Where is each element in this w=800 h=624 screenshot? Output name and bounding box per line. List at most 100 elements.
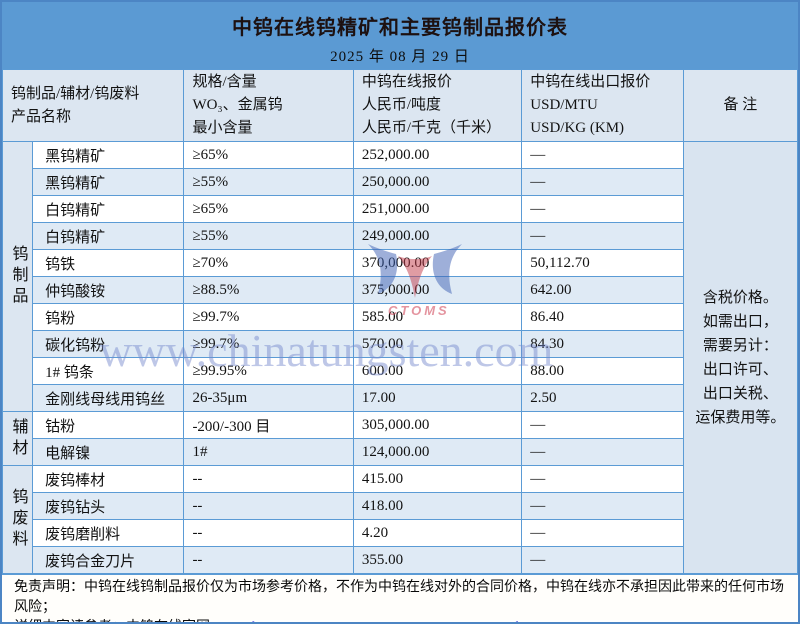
spec-value: -- [183,519,354,547]
product-name: 电解镍 [32,438,185,466]
export-price: — [521,411,684,439]
cny-price: 375,000.00 [352,276,523,304]
header-product: 钨制品/辅材/钨废料 产品名称 [2,69,185,142]
table-row: 辅材 钴粉 -200/-300 目 305,000.00 — [2,411,798,466]
spec-value: ≥65% [183,195,354,223]
cny-price: 249,000.00 [352,222,523,250]
export-price: — [521,519,684,547]
cny-price: 124,000.00 [352,438,523,466]
table-row: 1# 钨条 ≥99.95% 600.00 88.00 [3,357,798,385]
table-row: 钨粉 ≥99.7% 585.00 86.40 [3,303,798,331]
header-note: 备 注 [682,69,798,142]
export-price: — [521,168,684,196]
disclaimer-line1: 免责声明：中钨在线钨制品报价仅为市场参考价格，不作为中钨在线对外的合同价格，中钨… [14,580,784,615]
product-name: 钨粉 [32,303,185,331]
spec-value: ≥55% [183,222,354,250]
spec-value: 1# [183,438,354,466]
table-row: 钨废料 废钨棒材 -- 415.00 — [2,465,798,574]
cny-price: 370,000.00 [352,249,523,277]
cny-price: 252,000.00 [352,141,523,169]
table-row: 钨制品 黑钨精矿 ≥65% 252,000.00 — 含税价格。 如需出口， 需… [2,141,798,574]
spec-value: 26-35μm [183,384,354,412]
spec-value: ≥99.7% [183,330,354,358]
table-row: 废钨合金刀片 -- 355.00 — [3,546,798,574]
header-row: 钨制品/辅材/钨废料 产品名称 规格/含量 WO₃、金属钨 最小含量 中钨在线报… [2,69,798,142]
export-price: 88.00 [521,357,684,385]
table-row: 电解镍 1# 124,000.00 — [3,438,798,466]
product-name: 钨铁 [32,249,185,277]
product-name: 1# 钨条 [32,357,185,385]
table-row: 碳化钨粉 ≥99.7% 570.00 84.30 [3,330,798,358]
cny-price: 415.00 [352,465,523,493]
spec-value: ≥99.7% [183,303,354,331]
sentence-period: 。 [615,620,629,622]
link-chinatungsten[interactable]: www.chinatungsten.com [477,620,615,622]
product-name: 废钨棒材 [32,465,185,493]
export-price: 84.30 [521,330,684,358]
spec-value: ≥70% [183,249,354,277]
product-name: 黑钨精矿 [32,168,185,196]
link-ctia[interactable]: www.ctia.com.cn [365,620,462,622]
export-price: 86.40 [521,303,684,331]
table-row: 白钨精矿 ≥55% 249,000.00 — [3,222,798,250]
product-name: 废钨合金刀片 [32,546,185,574]
cny-price: 585.00 [352,303,523,331]
spec-value: -200/-300 目 [183,411,354,439]
export-price: — [521,195,684,223]
table-row: 钨铁 ≥70% 370,000.00 50,112.70 [3,249,798,277]
header-export-price: 中钨在线出口报价 USD/MTU USD/KG (KM) [521,69,684,142]
product-name: 黑钨精矿 [32,141,185,169]
export-price: 642.00 [521,276,684,304]
cny-price: 418.00 [352,492,523,520]
category-tungsten-scrap: 钨废料 [2,465,34,574]
category-auxiliary: 辅材 [2,411,34,466]
disclaimer-line2-prefix: 详细内容请参考：中钨在线官网 [14,620,214,622]
cny-price: 305,000.00 [352,411,523,439]
product-name: 仲钨酸铵 [32,276,185,304]
export-price: — [521,141,684,169]
spec-value: -- [183,546,354,574]
table-row: 金刚线母线用钨丝 26-35μm 17.00 2.50 [3,384,798,412]
cny-price: 4.20 [352,519,523,547]
spec-value: ≥65% [183,141,354,169]
link-news-chinatungsten[interactable]: news.chinatungsten.com [214,620,352,622]
product-name: 碳化钨粉 [32,330,185,358]
cny-price: 600.00 [352,357,523,385]
spec-value: ≥88.5% [183,276,354,304]
cny-price: 250,000.00 [352,168,523,196]
cny-price: 570.00 [352,330,523,358]
export-price: 50,112.70 [521,249,684,277]
page-title: 中钨在线钨精矿和主要钨制品报价表 [232,17,568,39]
table-row: 废钨钻头 -- 418.00 — [3,492,798,520]
cny-price: 355.00 [352,546,523,574]
report-date: 2025 年 08 月 29 日 [330,49,470,65]
spec-value: -- [183,465,354,493]
table-row: 废钨磨削料 -- 4.20 — [3,519,798,547]
link-separator: ， [351,620,365,622]
spec-value: ≥99.95% [183,357,354,385]
table-row: 黑钨精矿 ≥55% 250,000.00 — [3,168,798,196]
product-name: 白钨精矿 [32,195,185,223]
disclaimer-footer: 免责声明：中钨在线钨制品报价仅为市场参考价格，不作为中钨在线对外的合同价格，中钨… [2,574,798,622]
export-price: — [521,438,684,466]
table-row: 白钨精矿 ≥65% 251,000.00 — [3,195,798,223]
link-separator: ， [463,620,477,622]
export-price: — [521,465,684,493]
spec-value: -- [183,492,354,520]
export-price: — [521,546,684,574]
export-price: — [521,222,684,250]
cny-price: 17.00 [352,384,523,412]
header-cny-price: 中钨在线报价 人民币/吨度 人民币/千克（千米） [352,69,523,142]
header-spec: 规格/含量 WO₃、金属钨 最小含量 [183,69,354,142]
product-name: 白钨精矿 [32,222,185,250]
table-row: 仲钨酸铵 ≥88.5% 375,000.00 642.00 [3,276,798,304]
price-table: 钨制品/辅材/钨废料 产品名称 规格/含量 WO₃、金属钨 最小含量 中钨在线报… [2,69,798,574]
product-name: 废钨钻头 [32,492,185,520]
product-name: 金刚线母线用钨丝 [32,384,185,412]
note-cell: 含税价格。 如需出口， 需要另计： 出口许可、 出口关税、 运保费用等。 [682,141,798,574]
category-tungsten-products: 钨制品 [2,141,34,412]
export-price: — [521,492,684,520]
cny-price: 251,000.00 [352,195,523,223]
title-band: 中钨在线钨精矿和主要钨制品报价表 2025 年 08 月 29 日 [2,2,798,69]
